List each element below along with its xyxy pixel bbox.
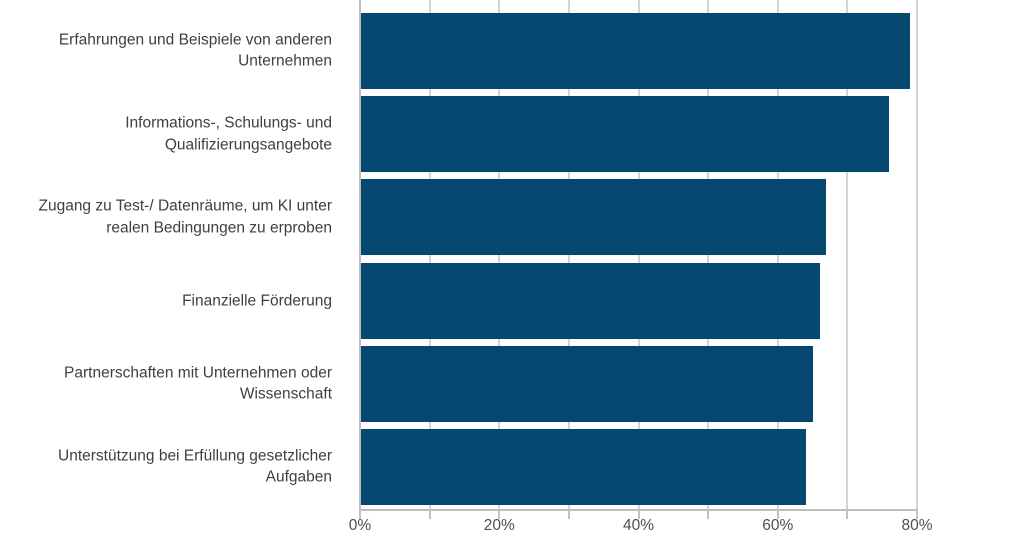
category-label-1: Informations-, Schulungs- und Qualifizie… [125, 114, 332, 154]
bar-1 [361, 96, 890, 173]
bar-2 [361, 179, 827, 256]
bar-4 [361, 345, 813, 422]
x-tick-60 [776, 509, 779, 519]
x-tick-label-80: 80% [901, 517, 933, 534]
x-tick-label-40: 40% [622, 517, 655, 534]
bar-3 [361, 262, 820, 339]
x-tick-30 [567, 509, 570, 519]
bar-0 [361, 13, 911, 89]
x-tick-20 [498, 509, 501, 519]
y-axis-line [359, 0, 361, 509]
x-tick-0 [359, 509, 361, 519]
x-tick-10 [428, 509, 431, 519]
category-label-5: Unterstützung bei Erfüllung gesetzlicher… [58, 447, 332, 486]
x-tick-80 [916, 509, 918, 519]
category-label-0: Erfahrungen und Beispiele von anderen Un… [58, 31, 332, 70]
category-label-3: Finanzielle Förderung [182, 291, 332, 309]
category-label-2: Zugang zu Test-/ Datenräume, um KI unter… [38, 198, 332, 237]
x-tick-50 [707, 509, 710, 519]
x-tick-label-20: 20% [483, 517, 515, 534]
x-tick-40 [637, 509, 640, 519]
x-tick-label-0: 0% [348, 517, 372, 534]
category-label-4: Partnerschaften mit Unternehmen oder Wis… [64, 364, 332, 403]
gridline-70 [846, 0, 849, 509]
bar-5 [361, 429, 806, 505]
x-tick-70 [846, 509, 849, 519]
gridline-80 [916, 0, 918, 509]
x-tick-label-60: 60% [762, 517, 794, 534]
